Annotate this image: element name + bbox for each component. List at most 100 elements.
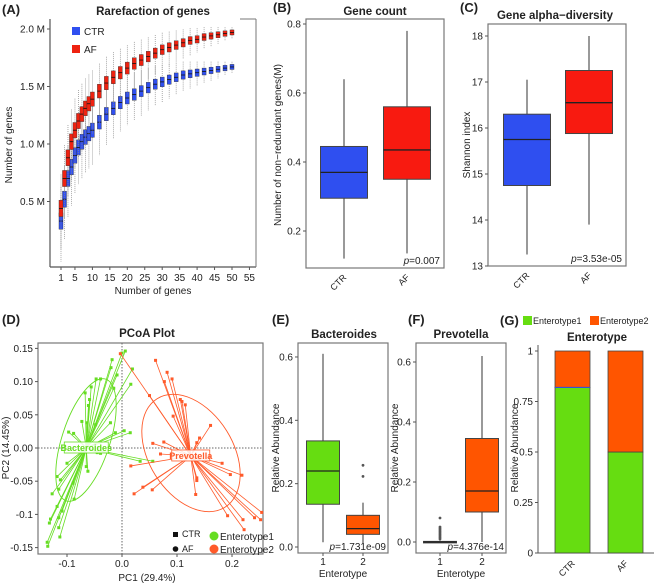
panel-label-g: (G) bbox=[500, 313, 519, 328]
sample-point bbox=[123, 349, 127, 353]
sample-point bbox=[94, 423, 98, 427]
spider-line bbox=[85, 367, 112, 449]
spider-line bbox=[172, 415, 192, 457]
spider-line bbox=[190, 455, 255, 519]
sample-point bbox=[241, 518, 245, 522]
box-af bbox=[565, 36, 613, 225]
outlier-point bbox=[361, 474, 365, 478]
spider-line bbox=[190, 455, 245, 530]
legend-label: Enterotype1 bbox=[220, 532, 274, 543]
sample-point bbox=[253, 516, 257, 520]
y-tick-label: 0.00 bbox=[14, 444, 34, 455]
spider-line bbox=[190, 455, 228, 516]
sample-point bbox=[129, 382, 133, 386]
y-tick-label: 17 bbox=[472, 78, 484, 89]
p-value-annotation: p=0.007 bbox=[403, 256, 441, 267]
sample-point bbox=[141, 485, 145, 489]
sample-point bbox=[130, 367, 134, 371]
sample-point bbox=[55, 504, 59, 508]
spider-line bbox=[85, 368, 133, 449]
box-iqr bbox=[565, 70, 613, 135]
sample-point bbox=[113, 431, 117, 435]
legend-label: CTR bbox=[182, 529, 201, 539]
spider-line bbox=[171, 378, 192, 457]
sample-point bbox=[57, 526, 61, 530]
chart-title: Bacteroides bbox=[311, 329, 377, 341]
x-axis-label: Number of genes bbox=[115, 286, 192, 297]
sample-point bbox=[55, 475, 59, 479]
sample-point bbox=[170, 377, 174, 381]
panel-label-f: (F) bbox=[408, 312, 425, 327]
panel-label-c: (C) bbox=[460, 0, 478, 15]
sample-point bbox=[165, 370, 169, 374]
sample-point bbox=[128, 431, 132, 435]
panel-d-pcoa: (D) PCoA Plot 0.15 0.10 0.05 0.00 -0.05 -0.1 -0.… bbox=[1, 312, 274, 584]
x-tick-label: 25 bbox=[139, 273, 151, 284]
sample-point bbox=[88, 398, 92, 402]
sample-point bbox=[108, 421, 112, 425]
y-tick-label: 0.4 bbox=[279, 416, 293, 427]
x-tick-label: 1 bbox=[58, 273, 64, 284]
x-tick-label: CTR bbox=[511, 270, 532, 291]
legend-label: AF bbox=[84, 45, 97, 56]
box-iqr bbox=[306, 440, 340, 505]
sample-point bbox=[195, 479, 199, 483]
spider-line bbox=[59, 447, 87, 538]
sample-point bbox=[49, 517, 52, 521]
box-2 bbox=[346, 463, 380, 544]
sample-point bbox=[45, 540, 49, 544]
y-tick-label: 0.25 bbox=[514, 498, 534, 509]
spider-line bbox=[149, 395, 192, 457]
legend-swatch-ctr bbox=[72, 27, 80, 35]
y-tick-label: 0.0 bbox=[397, 538, 411, 549]
legend-label: AF bbox=[182, 544, 194, 554]
sample-point bbox=[151, 441, 155, 445]
y-tick-label: 0.6 bbox=[287, 89, 301, 100]
box-iqr bbox=[383, 106, 431, 180]
sample-point bbox=[84, 465, 88, 469]
chart-title: Gene alpha−diversity bbox=[497, 10, 614, 22]
sample-point bbox=[242, 528, 246, 532]
x-tick-label: AF bbox=[396, 272, 412, 288]
sample-point bbox=[109, 366, 113, 370]
y-axis-label: Number of genes bbox=[4, 107, 15, 184]
sample-point bbox=[94, 377, 98, 381]
p-value: =1.731e-09 bbox=[335, 542, 386, 553]
spider-line bbox=[47, 447, 87, 547]
y-axis-label: Relative Abundance bbox=[390, 403, 401, 492]
sample-point bbox=[240, 473, 244, 477]
spider-line bbox=[184, 404, 192, 457]
bar-segment-enterotype2 bbox=[554, 350, 591, 388]
y-tick-label: -0.1 bbox=[16, 510, 34, 521]
plot-frame bbox=[415, 342, 507, 554]
y-tick-label: 0.4 bbox=[287, 158, 301, 169]
y-tick-label: 0.15 bbox=[14, 344, 34, 355]
bar-segment-enterotype2 bbox=[607, 350, 644, 453]
sample-point bbox=[99, 377, 103, 381]
p-value: =0.007 bbox=[409, 256, 440, 267]
x-tick-label: 35 bbox=[174, 273, 186, 284]
p-symbol: p bbox=[570, 254, 577, 265]
spider-line bbox=[73, 447, 87, 500]
sample-point bbox=[80, 419, 84, 423]
sample-point bbox=[195, 441, 199, 445]
sample-point bbox=[209, 423, 213, 427]
chart-title: PCoA Plot bbox=[119, 328, 175, 340]
x-tick-label: AF bbox=[578, 270, 594, 286]
y-axis-label: Relative Abundance bbox=[271, 403, 282, 492]
sample-point bbox=[118, 352, 122, 356]
y-tick-label: 0.0 bbox=[279, 543, 293, 554]
legend-square-icon bbox=[173, 532, 178, 537]
x-tick-label: 2 bbox=[479, 557, 485, 568]
sample-point bbox=[65, 461, 69, 465]
chart-title: Enterotype bbox=[567, 332, 627, 344]
box-ctr bbox=[320, 79, 368, 259]
box-iqr bbox=[465, 438, 499, 513]
sample-point bbox=[194, 492, 198, 496]
y-tick-label: 0.4 bbox=[397, 418, 411, 429]
stacked-bar-ctr bbox=[554, 350, 591, 554]
x-tick-label: CTR bbox=[328, 272, 349, 293]
x-tick-label: 15 bbox=[104, 273, 116, 284]
x-tick-label: 55 bbox=[244, 273, 256, 284]
sample-point bbox=[47, 521, 51, 525]
